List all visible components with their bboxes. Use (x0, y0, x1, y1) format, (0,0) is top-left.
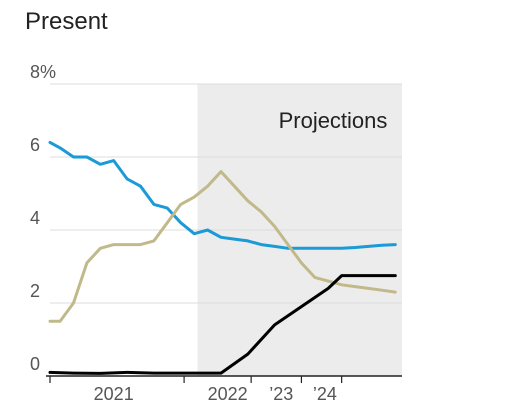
y-tick-label: 0 (30, 354, 40, 374)
series-line-2 (48, 170, 397, 323)
x-tick-label: 2022 (208, 384, 248, 404)
x-tick-label: 2021 (94, 384, 134, 404)
y-tick-label: 8% (30, 62, 56, 82)
y-tick-label: 2 (30, 281, 40, 301)
x-tick-label: ’24 (313, 384, 337, 404)
y-tick-label: 4 (30, 208, 40, 228)
series-line-3 (48, 274, 397, 375)
chart-title: Present (25, 8, 108, 35)
x-tick-label: ’23 (269, 384, 293, 404)
projection-label: Projections (279, 108, 388, 133)
series-line-1 (48, 140, 397, 250)
y-tick-label: 6 (30, 135, 40, 155)
